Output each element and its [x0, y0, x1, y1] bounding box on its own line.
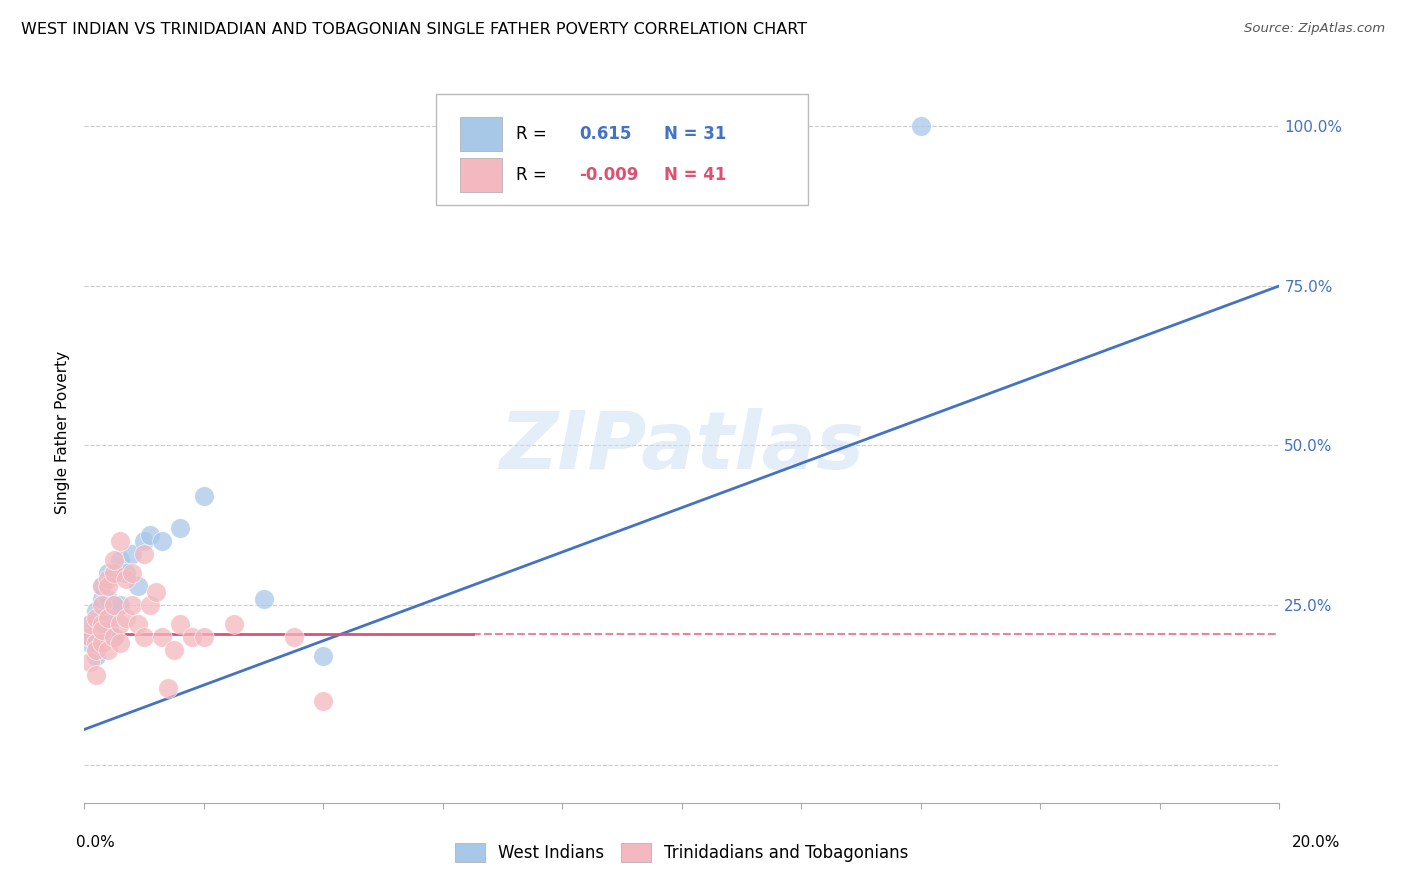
- Point: [115, 566, 138, 580]
- Legend: West Indians, Trinidadians and Tobagonians: West Indians, Trinidadians and Tobagonia…: [449, 836, 915, 869]
- Point: [86, 604, 108, 618]
- Point: [103, 598, 125, 612]
- Point: [86, 642, 108, 657]
- Point: [91, 617, 114, 632]
- Point: [91, 591, 114, 606]
- Text: ZIPatlas: ZIPatlas: [499, 409, 865, 486]
- Point: [121, 547, 143, 561]
- Point: [79, 617, 101, 632]
- Point: [103, 630, 125, 644]
- Point: [115, 610, 138, 624]
- Point: [157, 681, 180, 695]
- Point: [139, 527, 162, 541]
- Point: [253, 591, 276, 606]
- Text: Source: ZipAtlas.com: Source: ZipAtlas.com: [1244, 22, 1385, 36]
- Point: [127, 617, 149, 632]
- Point: [79, 630, 101, 644]
- Point: [150, 630, 173, 644]
- Point: [97, 642, 120, 657]
- Point: [91, 598, 114, 612]
- Point: [910, 120, 932, 134]
- Point: [312, 648, 335, 663]
- Point: [97, 579, 120, 593]
- Point: [169, 617, 191, 632]
- Y-axis label: Single Father Poverty: Single Father Poverty: [55, 351, 70, 514]
- Point: [132, 534, 156, 549]
- Text: N = 31: N = 31: [664, 125, 725, 143]
- Point: [127, 579, 149, 593]
- Point: [86, 642, 108, 657]
- Point: [132, 547, 156, 561]
- Point: [139, 598, 162, 612]
- Text: 0.0%: 0.0%: [76, 836, 115, 850]
- Point: [163, 642, 186, 657]
- Point: [86, 630, 108, 644]
- Point: [79, 630, 101, 644]
- Point: [312, 694, 335, 708]
- Point: [91, 630, 114, 644]
- Point: [103, 566, 125, 580]
- Point: [79, 617, 101, 632]
- Point: [222, 617, 245, 632]
- Point: [91, 579, 114, 593]
- Point: [97, 610, 120, 624]
- Point: [103, 630, 125, 644]
- Text: 20.0%: 20.0%: [1292, 836, 1340, 850]
- Point: [169, 521, 191, 535]
- Point: [97, 591, 120, 606]
- Point: [91, 610, 114, 624]
- Point: [103, 598, 125, 612]
- Point: [110, 617, 132, 632]
- Point: [110, 553, 132, 567]
- Point: [97, 573, 120, 587]
- Text: -0.009: -0.009: [579, 166, 638, 184]
- Text: WEST INDIAN VS TRINIDADIAN AND TOBAGONIAN SINGLE FATHER POVERTY CORRELATION CHAR: WEST INDIAN VS TRINIDADIAN AND TOBAGONIA…: [21, 22, 807, 37]
- Point: [86, 617, 108, 632]
- Text: N = 41: N = 41: [664, 166, 725, 184]
- Point: [97, 566, 120, 580]
- Point: [121, 566, 143, 580]
- Point: [103, 566, 125, 580]
- Point: [86, 668, 108, 682]
- Point: [193, 630, 215, 644]
- Point: [86, 636, 108, 650]
- Point: [110, 636, 132, 650]
- Point: [193, 490, 215, 504]
- Point: [132, 630, 156, 644]
- Point: [91, 624, 114, 638]
- Point: [110, 598, 132, 612]
- Point: [145, 585, 167, 599]
- Point: [115, 573, 138, 587]
- Point: [91, 636, 114, 650]
- Point: [103, 553, 125, 567]
- Point: [121, 598, 143, 612]
- Point: [150, 534, 173, 549]
- Text: R =: R =: [516, 166, 547, 184]
- Point: [86, 648, 108, 663]
- Point: [86, 610, 108, 624]
- Point: [79, 656, 101, 670]
- Point: [91, 579, 114, 593]
- Point: [283, 630, 305, 644]
- Point: [181, 630, 204, 644]
- Point: [97, 617, 120, 632]
- Text: 0.615: 0.615: [579, 125, 631, 143]
- Text: R =: R =: [516, 125, 547, 143]
- Point: [79, 636, 101, 650]
- Point: [110, 534, 132, 549]
